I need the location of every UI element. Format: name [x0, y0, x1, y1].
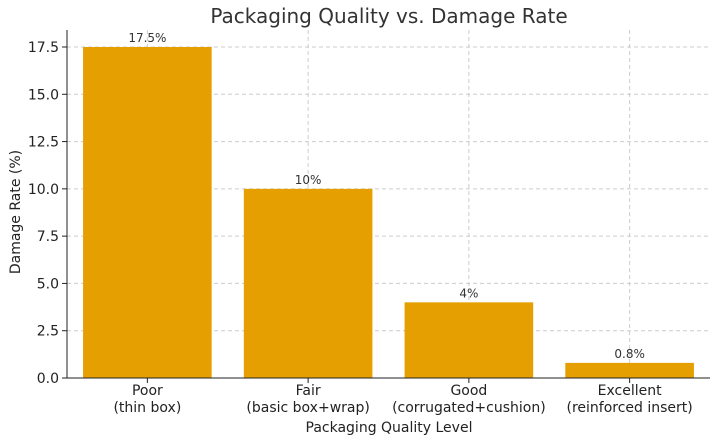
y-tick-label: 7.5 — [37, 229, 59, 245]
bars-layer: 17.5% 10% 4% 0.8% — [83, 31, 694, 378]
data-label: 17.5% — [128, 31, 166, 45]
x-tick-label: (thin box) — [113, 400, 181, 416]
x-axis-label: Packaging Quality Level — [306, 420, 473, 436]
x-tick-label: Excellent — [598, 383, 662, 399]
data-label: 0.8% — [614, 347, 645, 361]
data-label: 4% — [459, 286, 478, 300]
bar — [565, 362, 694, 378]
y-tick-label: 12.5 — [28, 135, 59, 151]
y-tick-label: 15.0 — [28, 87, 59, 103]
y-tick-label: 17.5 — [28, 40, 59, 56]
bar — [83, 47, 212, 378]
chart-title: Packaging Quality vs. Damage Rate — [210, 4, 567, 28]
axis-layer: 0.0 2.5 5.0 7.5 10.0 12.5 15.0 17.5 Poor(thin bo… — [28, 30, 710, 416]
x-tick-label: Poor — [132, 383, 163, 399]
y-tick-label: 2.5 — [37, 324, 59, 340]
x-tick-label: Good — [450, 383, 487, 399]
bar — [243, 188, 373, 378]
y-axis-label: Damage Rate (%) — [8, 150, 24, 274]
y-tick-label: 5.0 — [37, 276, 59, 292]
x-tick-label: (corrugated+cushion) — [392, 400, 546, 416]
data-label: 10% — [295, 173, 322, 187]
x-tick-label: (reinforced insert) — [566, 400, 692, 416]
x-tick-label: Fair — [296, 383, 321, 399]
bar — [404, 302, 534, 378]
y-tick-label: 0.0 — [37, 371, 59, 387]
x-tick-label: (basic box+wrap) — [246, 400, 369, 416]
y-tick-label: 10.0 — [28, 182, 59, 198]
